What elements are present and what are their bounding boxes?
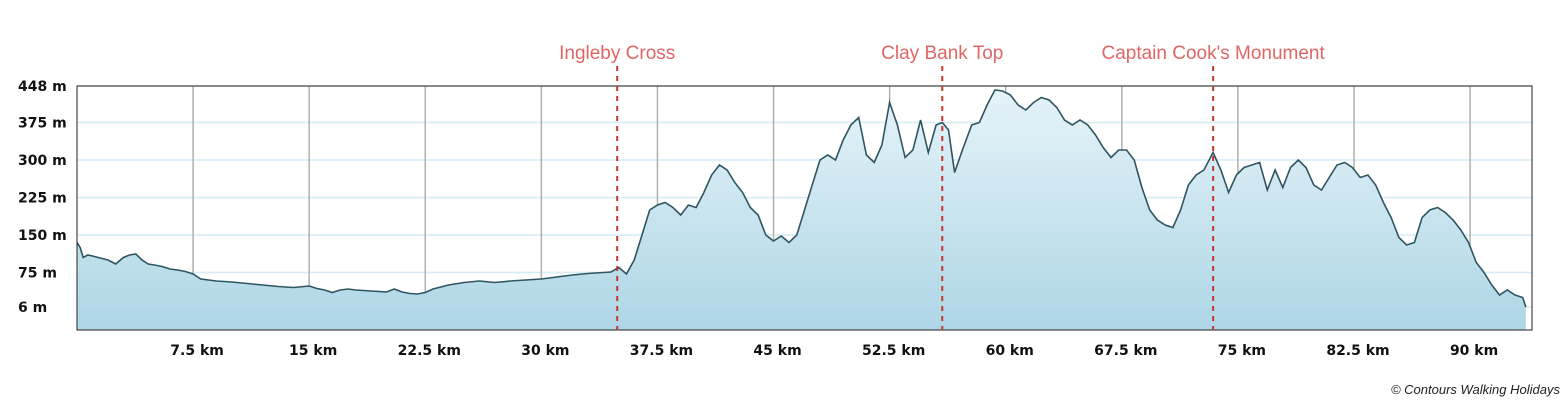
y-tick-label: 75 m (18, 266, 57, 282)
plot-frame (76, 85, 1533, 331)
elevation-area (77, 90, 1526, 330)
y-tick-label: 375 m (18, 116, 67, 132)
x-tick-label: 60 km (986, 343, 1034, 359)
waypoint-label: Captain Cook's Monument (1101, 43, 1325, 64)
y-tick-label: 6 m (18, 300, 47, 316)
x-tick-label: 37.5 km (630, 343, 693, 359)
y-tick-label: 150 m (18, 228, 67, 244)
x-tick-label: 30 km (521, 343, 569, 359)
waypoint-label: Ingleby Cross (559, 43, 675, 64)
x-tick-label: 67.5 km (1094, 343, 1157, 359)
x-axis-ticks: 7.5 km 15 km 22.5 km 30 km 37.5 km 45 km 52.5 … (170, 343, 1498, 359)
x-tick-label: 52.5 km (862, 343, 925, 359)
copyright-credit: © Contours Walking Holidays (1391, 382, 1561, 397)
y-tick-label: 225 m (18, 191, 67, 207)
elevation-line (76, 89, 1527, 308)
x-tick-label: 82.5 km (1326, 343, 1389, 359)
x-tick-label: 22.5 km (398, 343, 461, 359)
waypoint-markers: Ingleby Cross Clay Bank Top Captain Cook's… (559, 43, 1326, 330)
waypoint-label: Clay Bank Top (881, 43, 1003, 64)
x-tick-label: 90 km (1450, 343, 1498, 359)
x-tick-label: 45 km (753, 343, 801, 359)
x-tick-label: 15 km (289, 343, 337, 359)
x-tick-label: 75 km (1218, 343, 1266, 359)
y-tick-label: 300 m (18, 153, 67, 169)
x-tick-label: 7.5 km (170, 343, 224, 359)
y-tick-label: 448 m (18, 79, 67, 95)
y-axis-ticks: 448 m 375 m 300 m 225 m 150 m 75 m 6 m (18, 79, 67, 316)
